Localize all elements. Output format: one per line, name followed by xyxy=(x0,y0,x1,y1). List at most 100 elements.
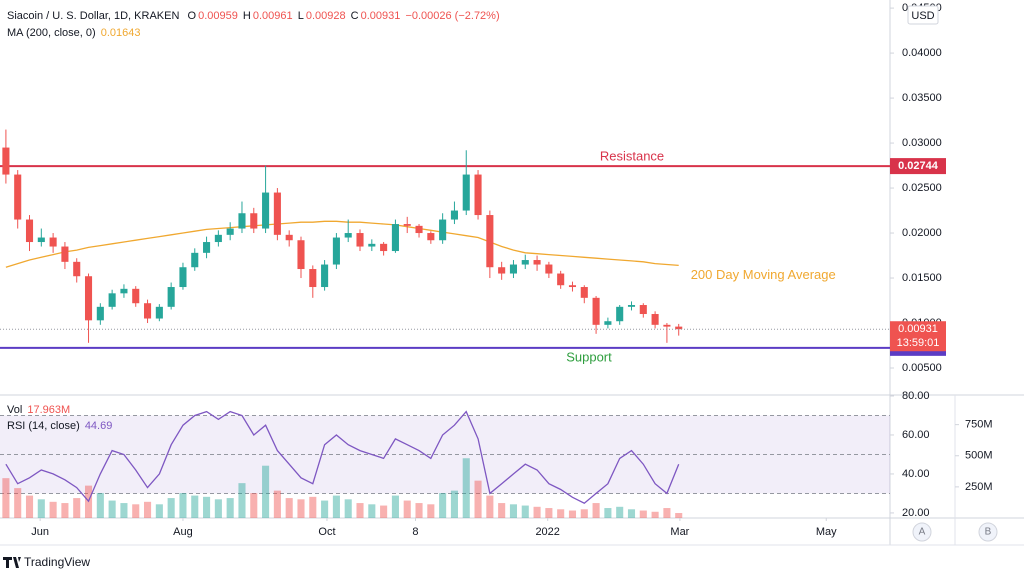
volume-bar xyxy=(580,509,588,518)
volume-bar xyxy=(604,508,612,518)
volume-bar xyxy=(309,496,317,518)
volume-bar xyxy=(73,498,81,518)
candle-body xyxy=(250,213,258,229)
l-value: 0.00928 xyxy=(305,10,346,22)
vol-name: Vol xyxy=(7,404,23,416)
candle-body xyxy=(604,321,612,325)
x-tick-label: Mar xyxy=(670,526,689,538)
ma-label: 200 Day Moving Average xyxy=(691,267,836,282)
candle-body xyxy=(592,297,600,325)
candle-body xyxy=(462,174,470,211)
scale-button-label: A xyxy=(919,527,926,538)
candle-body xyxy=(557,273,565,286)
volume-bar xyxy=(439,493,447,518)
candle-body xyxy=(262,192,270,229)
volume-bar xyxy=(49,501,57,518)
y-tick-label: 0.02500 xyxy=(902,182,942,194)
ma-line xyxy=(5,220,679,268)
resistance-price-box xyxy=(890,158,946,175)
rsi-tick-label: 20.00 xyxy=(902,507,930,519)
h-value: 0.00961 xyxy=(252,10,293,22)
candle-body xyxy=(474,174,482,216)
volume-bar xyxy=(132,504,140,518)
candle-body xyxy=(238,213,246,229)
x-tick-label: May xyxy=(816,526,837,538)
x-tick-label: 2022 xyxy=(535,526,559,538)
candle-body xyxy=(132,288,140,304)
volume-bar xyxy=(498,503,506,518)
volume-bar xyxy=(120,503,128,518)
candle-body xyxy=(37,237,45,243)
o-label: O xyxy=(187,10,197,22)
candle-body xyxy=(14,174,22,220)
candle-body xyxy=(73,261,81,277)
candle-body xyxy=(486,215,494,268)
candle-body xyxy=(321,264,329,288)
volume-bar xyxy=(285,498,293,518)
volume-bar xyxy=(61,503,69,518)
candle-body xyxy=(675,326,683,330)
volume-bar xyxy=(203,496,211,518)
volume-bar xyxy=(380,505,388,518)
candle-body xyxy=(155,306,163,319)
volume-bar xyxy=(37,499,45,518)
volume-bar xyxy=(96,493,104,518)
volume-bar xyxy=(25,495,34,518)
support-label: Support xyxy=(566,349,612,364)
candle-body xyxy=(108,293,116,307)
vol-tick-label: 500M xyxy=(965,450,993,462)
symbol-title: Siacoin / U. S. Dollar, 1D, KRAKEN xyxy=(7,10,180,22)
volume-bar xyxy=(592,503,600,518)
volume-bar xyxy=(356,503,364,518)
y-tick-label: 0.03500 xyxy=(902,92,942,104)
rsi-tick-label: 60.00 xyxy=(902,429,930,441)
candle-body xyxy=(651,314,659,325)
candle-body xyxy=(297,240,305,270)
candle-body xyxy=(49,237,57,247)
volume-bar xyxy=(2,478,10,518)
x-tick-label: Aug xyxy=(173,526,193,538)
volume-bar xyxy=(262,465,270,518)
o-value: 0.00959 xyxy=(198,10,238,22)
candle-body xyxy=(96,306,104,321)
ma-value: 0.01643 xyxy=(100,27,141,39)
candle-body xyxy=(521,260,529,265)
volume-bar xyxy=(403,500,411,518)
candle-body xyxy=(627,305,636,307)
volume-bar xyxy=(568,510,577,518)
candle-body xyxy=(344,233,352,238)
volume-bar xyxy=(509,504,518,518)
candle-body xyxy=(380,243,388,252)
candle-body xyxy=(203,242,211,253)
candle-body xyxy=(427,233,435,241)
rsi-tick-label: 80.00 xyxy=(902,390,930,402)
candle-body xyxy=(498,267,506,274)
last-price: 0.00931 xyxy=(898,323,938,335)
rsi-name: RSI (14, close) xyxy=(7,420,80,432)
volume-bar xyxy=(214,499,222,518)
volume-bar xyxy=(651,511,659,518)
volume-bar xyxy=(238,483,246,518)
currency: USD xyxy=(911,10,934,22)
candle-body xyxy=(568,285,577,288)
scale-button[interactable] xyxy=(978,522,998,542)
candle-body xyxy=(415,225,423,234)
candle-body xyxy=(580,287,588,298)
candle-body xyxy=(167,287,175,307)
candle-body xyxy=(663,324,671,327)
ma-header: MA (200, close, 0) 0.01643 xyxy=(7,27,142,39)
volume-bar xyxy=(462,458,470,518)
candle-body xyxy=(533,260,541,265)
scale-button[interactable] xyxy=(912,522,932,542)
volume-bar xyxy=(167,498,175,518)
volume-bar xyxy=(521,505,529,518)
volume-bar xyxy=(486,495,494,518)
candle-body xyxy=(25,219,34,243)
volume-bar xyxy=(144,501,152,518)
countdown: 13:59:01 xyxy=(897,337,940,349)
candle-body xyxy=(639,305,647,315)
candle-body xyxy=(391,224,399,252)
candle-body xyxy=(191,252,199,268)
x-tick-label: Jun xyxy=(31,526,49,538)
y-tick-label: 0.01500 xyxy=(902,272,942,284)
